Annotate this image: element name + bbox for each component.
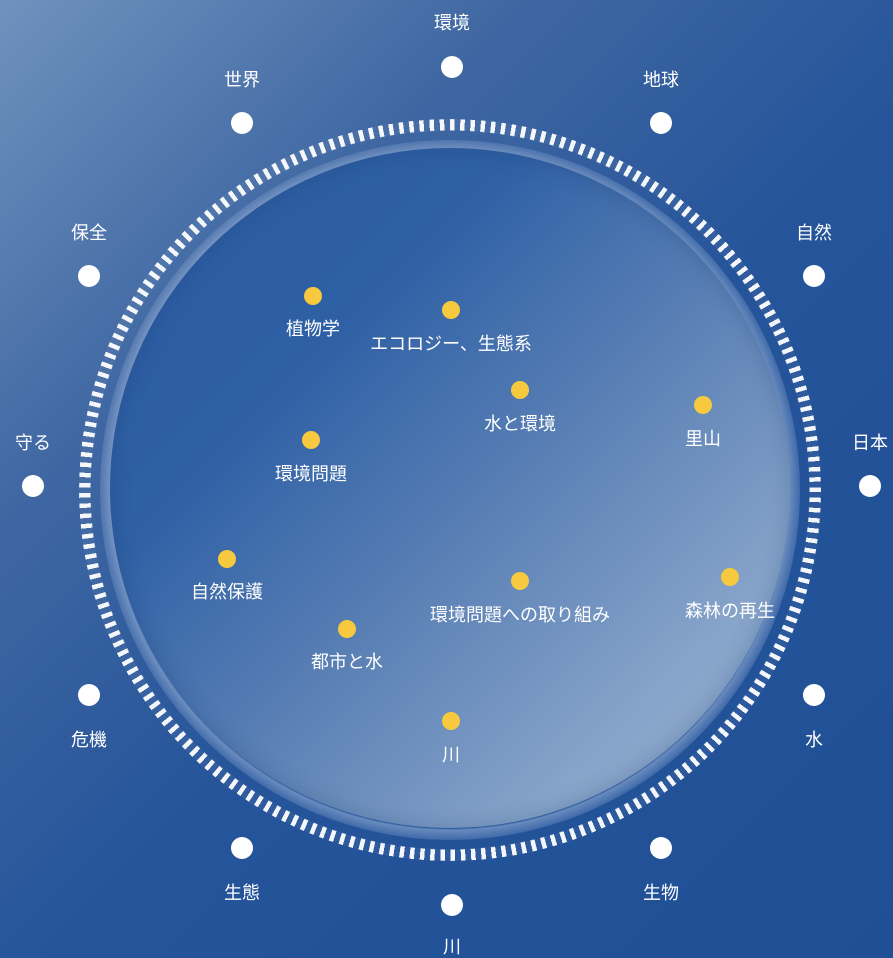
outer-topic-label-2[interactable]: 自然 (796, 223, 832, 244)
outer-topic-label-9[interactable]: 守る (15, 433, 51, 454)
inner-topic-label-6[interactable]: 環境問題への取り組み (430, 605, 610, 626)
outer-topic-dot-6[interactable] (441, 894, 463, 916)
outer-topic-label-1[interactable]: 地球 (643, 70, 679, 91)
outer-topic-label-8[interactable]: 危機 (71, 730, 107, 751)
inner-topic-label-7[interactable]: 森林の再生 (685, 601, 775, 622)
outer-topic-label-3[interactable]: 日本 (852, 433, 888, 454)
outer-topic-label-4[interactable]: 水 (805, 730, 823, 751)
inner-topic-dot-5[interactable] (218, 550, 236, 568)
inner-topic-dot-1[interactable] (442, 301, 460, 319)
inner-topic-label-9[interactable]: 川 (442, 745, 460, 766)
inner-topic-dot-8[interactable] (338, 620, 356, 638)
inner-topic-dot-4[interactable] (302, 431, 320, 449)
inner-topic-label-3[interactable]: 里山 (685, 429, 721, 450)
outer-topic-dot-8[interactable] (78, 684, 100, 706)
outer-topic-label-0[interactable]: 環境 (434, 13, 470, 34)
inner-topic-dot-3[interactable] (694, 396, 712, 414)
inner-topic-label-0[interactable]: 植物学 (286, 319, 340, 340)
outer-topic-label-10[interactable]: 保全 (71, 223, 107, 244)
inner-topic-dot-0[interactable] (304, 287, 322, 305)
outer-topic-dot-4[interactable] (803, 684, 825, 706)
inner-topic-label-2[interactable]: 水と環境 (484, 414, 556, 435)
outer-topic-dot-2[interactable] (803, 265, 825, 287)
outer-topic-dot-7[interactable] (231, 837, 253, 859)
outer-topic-label-6[interactable]: 川 (443, 937, 461, 958)
inner-topic-dot-2[interactable] (511, 381, 529, 399)
inner-topic-label-1[interactable]: エコロジー、生態系 (370, 334, 532, 355)
inner-topic-dot-9[interactable] (442, 712, 460, 730)
inner-topic-label-5[interactable]: 自然保護 (191, 582, 263, 603)
outer-topic-dot-11[interactable] (231, 112, 253, 134)
outer-topic-dot-10[interactable] (78, 265, 100, 287)
inner-topic-label-8[interactable]: 都市と水 (311, 652, 383, 673)
outer-topic-dot-3[interactable] (859, 475, 881, 497)
inner-topic-label-4[interactable]: 環境問題 (275, 464, 347, 485)
inner-topic-dot-6[interactable] (511, 572, 529, 590)
outer-topic-dot-5[interactable] (650, 837, 672, 859)
outer-topic-label-7[interactable]: 生態 (224, 883, 260, 904)
outer-topic-dot-0[interactable] (441, 56, 463, 78)
outer-topic-label-11[interactable]: 世界 (224, 70, 260, 91)
outer-topic-dot-1[interactable] (650, 112, 672, 134)
outer-topic-label-5[interactable]: 生物 (643, 883, 679, 904)
outer-topic-dot-9[interactable] (22, 475, 44, 497)
inner-topic-dot-7[interactable] (721, 568, 739, 586)
